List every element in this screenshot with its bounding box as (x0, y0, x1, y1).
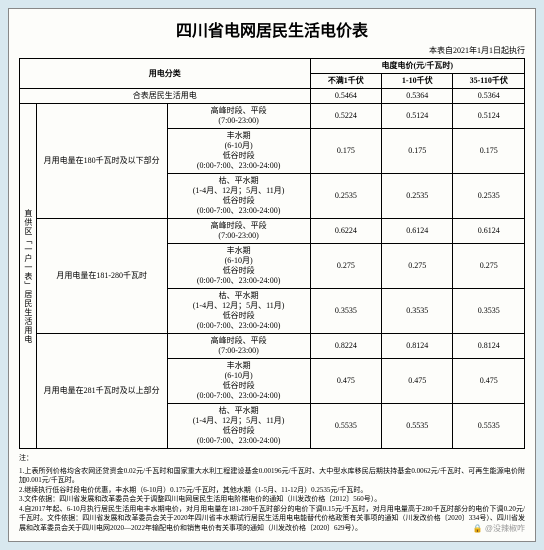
notes-header: 注： (19, 453, 525, 463)
hdr-category: 用电分类 (20, 59, 311, 89)
period-cell: 枯、平水期 (1-4月、12月；5月、11月) 低谷时段 (0:00-7:00、… (167, 174, 310, 219)
price-cell: 0.6124 (382, 219, 453, 244)
period-cell: 高峰时段、平段 (7:00-23:00) (167, 219, 310, 244)
price-cell: 0.5535 (310, 404, 381, 449)
page-title: 四川省电网居民生活电价表 (19, 17, 525, 41)
price-cell: 0.175 (382, 129, 453, 174)
hdr-col3: 35-110千伏 (453, 74, 525, 89)
price-cell: 0.275 (453, 244, 525, 289)
price-cell: 0.5224 (310, 104, 381, 129)
price-cell: 0.275 (382, 244, 453, 289)
price-cell: 0.5124 (382, 104, 453, 129)
price-cell: 0.275 (310, 244, 381, 289)
price-cell: 0.475 (453, 359, 525, 404)
tier-label: 月用电量在180千瓦时及以下部分 (36, 104, 167, 219)
period-cell: 枯、平水期 (1-4月、12月；5月、11月) 低谷时段 (0:00-7:00、… (167, 404, 310, 449)
period-cell: 高峰时段、平段 (7:00-23:00) (167, 104, 310, 129)
price-cell: 0.2535 (453, 174, 525, 219)
price-cell: 0.3535 (453, 289, 525, 334)
note-line: 1.上表所列价格均含农网还贷资金0.02元/千瓦时和国家重大水利工程建设基金0.… (19, 467, 525, 486)
price-cell: 0.2535 (310, 174, 381, 219)
notes-block: 1.上表所列价格均含农网还贷资金0.02元/千瓦时和国家重大水利工程建设基金0.… (19, 467, 525, 533)
price-cell: 0.475 (310, 359, 381, 404)
price-cell: 0.5124 (453, 104, 525, 129)
combined-label: 合表居民生活用电 (20, 89, 311, 104)
price-cell: 0.6124 (453, 219, 525, 244)
side-label: 直供区「一户一表」居民生活用电 (20, 104, 37, 449)
price-cell: 0.3535 (382, 289, 453, 334)
price-cell: 0.175 (310, 129, 381, 174)
period-cell: 丰水期 (6-10月) 低谷时段 (0:00-7:00、23:00-24:00) (167, 359, 310, 404)
table-row: 月用电量在281千瓦时及以上部分高峰时段、平段 (7:00-23:00)0.82… (20, 334, 525, 359)
tier-label: 月用电量在281千瓦时及以上部分 (36, 334, 167, 449)
price-cell: 0.8124 (453, 334, 525, 359)
price-sheet: 四川省电网居民生活电价表 本表自2021年1月1日起执行 用电分类 电度电价(元… (8, 8, 536, 542)
price-cell: 0.6224 (310, 219, 381, 244)
price-cell: 0.3535 (310, 289, 381, 334)
combined-p3: 0.5364 (453, 89, 525, 104)
combined-p2: 0.5364 (382, 89, 453, 104)
table-row: 直供区「一户一表」居民生活用电月用电量在180千瓦时及以下部分高峰时段、平段 (… (20, 104, 525, 129)
period-cell: 枯、平水期 (1-4月、12月；5月、11月) 低谷时段 (0:00-7:00、… (167, 289, 310, 334)
note-line: 3.文件依据：四川省发展和改革委员会关于调整四川电网居民生活用电阶梯电价的通知（… (19, 495, 525, 504)
note-line: 2.继续执行低谷时段电价优惠，丰水期（6-10月）0.175元/千瓦时，其他水期… (19, 486, 525, 495)
price-cell: 0.5535 (382, 404, 453, 449)
price-cell: 0.2535 (382, 174, 453, 219)
hdr-col2: 1-10千伏 (382, 74, 453, 89)
period-cell: 丰水期 (6-10月) 低谷时段 (0:00-7:00、23:00-24:00) (167, 129, 310, 174)
watermark: 🔒 @没辣椒咋 (473, 523, 525, 534)
note-line: 4.自2017年起、6-10月执行居民生活用电丰水期电价，对月用电量在181-2… (19, 505, 525, 533)
price-cell: 0.475 (382, 359, 453, 404)
period-cell: 丰水期 (6-10月) 低谷时段 (0:00-7:00、23:00-24:00) (167, 244, 310, 289)
hdr-col1: 不满1千伏 (310, 74, 381, 89)
combined-p1: 0.5464 (310, 89, 381, 104)
price-cell: 0.5535 (453, 404, 525, 449)
price-cell: 0.8224 (310, 334, 381, 359)
header-row-1: 用电分类 电度电价(元/千瓦时) (20, 59, 525, 74)
hdr-price-group: 电度电价(元/千瓦时) (310, 59, 524, 74)
tier-label: 月用电量在181-280千瓦时 (36, 219, 167, 334)
table-row: 月用电量在181-280千瓦时高峰时段、平段 (7:00-23:00)0.622… (20, 219, 525, 244)
price-cell: 0.175 (453, 129, 525, 174)
effective-date: 本表自2021年1月1日起执行 (19, 45, 525, 56)
price-table: 用电分类 电度电价(元/千瓦时) 不满1千伏 1-10千伏 35-110千伏 合… (19, 58, 525, 449)
period-cell: 高峰时段、平段 (7:00-23:00) (167, 334, 310, 359)
combined-row: 合表居民生活用电 0.5464 0.5364 0.5364 (20, 89, 525, 104)
price-cell: 0.8124 (382, 334, 453, 359)
